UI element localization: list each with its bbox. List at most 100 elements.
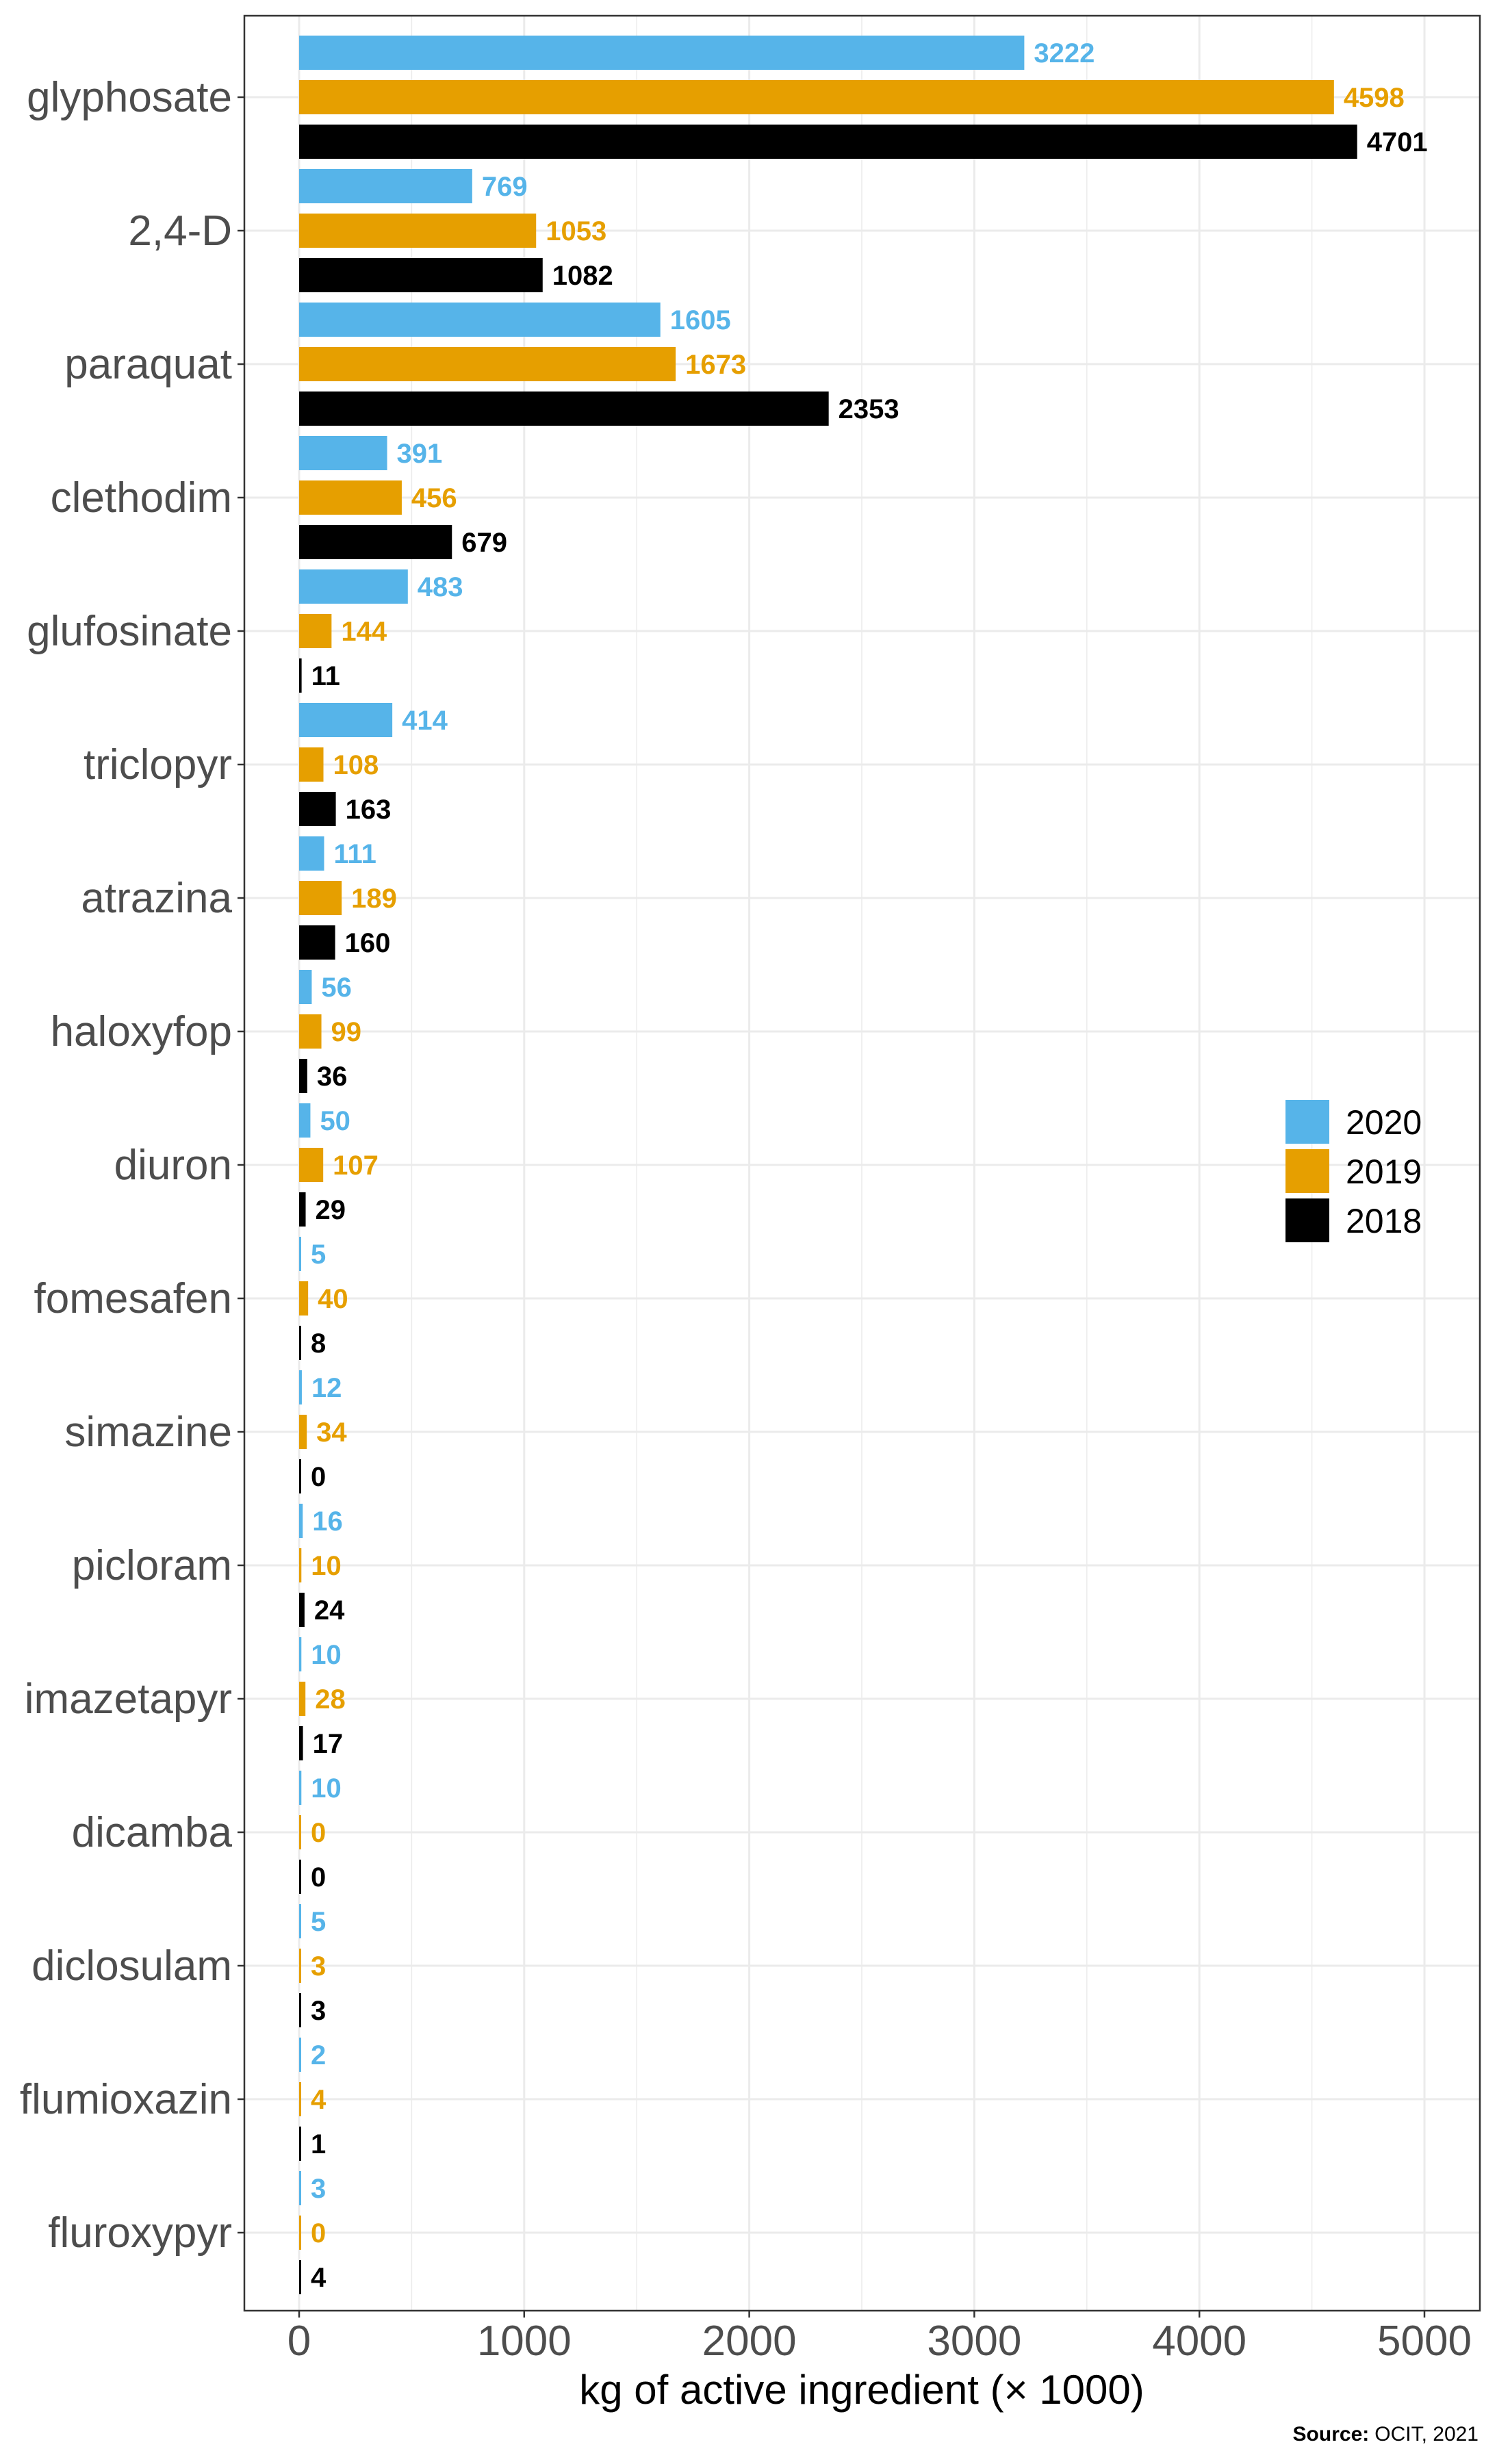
bar-2018: [299, 1993, 301, 2027]
category-label: paraquat: [64, 341, 232, 388]
bar-2019: [299, 2082, 301, 2116]
bar-2020: [299, 1904, 301, 1938]
value-label-2019: 0: [311, 1818, 326, 1848]
bar-2018: [299, 1059, 307, 1093]
value-label-2019: 1053: [546, 216, 606, 246]
category-label: atrazina: [81, 875, 232, 922]
bar-2019: [299, 1548, 302, 1582]
x-tick-label: 0: [287, 2318, 311, 2365]
value-label-2018: 679: [461, 528, 507, 558]
bar-2018: [299, 1860, 301, 1894]
bar-2019: [299, 1815, 301, 1849]
value-label-2018: 29: [316, 1195, 346, 1225]
bar-2020: [299, 836, 324, 871]
bar-2018: [299, 925, 335, 960]
category-label: simazine: [64, 1409, 232, 1456]
value-label-2019: 4: [311, 2085, 327, 2115]
value-label-2020: 111: [333, 839, 376, 869]
bar-2020: [299, 1771, 302, 1805]
category-label: glufosinate: [27, 608, 232, 655]
bar-2020: [299, 1637, 302, 1671]
bar-2018: [299, 2127, 301, 2161]
bar-2019: [299, 214, 537, 248]
legend-key-2018: [1285, 1198, 1329, 1242]
value-label-2020: 5: [311, 1907, 326, 1937]
value-label-2020: 3222: [1034, 38, 1095, 68]
value-label-2018: 4: [311, 2263, 327, 2293]
value-label-2018: 2353: [839, 394, 899, 424]
value-label-2018: 1082: [552, 261, 613, 291]
bar-2019: [299, 1682, 306, 1716]
value-label-2018: 36: [317, 1062, 348, 1092]
value-label-2020: 1605: [670, 305, 731, 335]
legend: 2020 2019 2018: [1285, 1100, 1422, 1242]
category-label: imazetapyr: [25, 1676, 232, 1723]
bar-2019: [299, 1415, 307, 1449]
value-label-2019: 3: [311, 1951, 326, 1981]
panel-border: [243, 14, 1481, 2312]
category-label: flumioxazin: [20, 2076, 232, 2123]
category-label: triclopyr: [84, 741, 232, 788]
value-label-2018: 4701: [1367, 127, 1428, 157]
category-axis: glyphosate 2,4-D paraquat clethodim glufosin…: [20, 74, 244, 2257]
x-tick-label: 2000: [702, 2318, 797, 2365]
value-label-2020: 391: [397, 439, 443, 469]
bar-2020: [299, 1370, 302, 1404]
x-tick-label: 5000: [1377, 2318, 1472, 2365]
value-label-2020: 2: [311, 2040, 326, 2070]
value-labels: 3222459847017691053108216051673235339145…: [311, 38, 1428, 2293]
category-label: fomesafen: [34, 1275, 232, 1322]
x-axis-title: kg of active ingredient (× 1000): [579, 2367, 1144, 2413]
legend-label-2020: 2020: [1346, 1103, 1422, 1142]
bar-2018: [299, 2260, 301, 2294]
value-label-2019: 99: [331, 1017, 362, 1047]
value-label-2019: 1673: [685, 350, 746, 380]
value-label-2020: 5: [311, 1240, 326, 1270]
value-label-2020: 56: [321, 973, 352, 1003]
category-label: fluroxypyr: [48, 2209, 232, 2257]
bar-2020: [299, 169, 472, 203]
value-label-2018: 24: [314, 1595, 345, 1626]
bar-2019: [299, 1014, 322, 1049]
bar-2018: [299, 525, 452, 559]
bar-2018: [299, 1326, 301, 1360]
value-label-2018: 11: [311, 661, 340, 691]
value-label-2020: 414: [402, 706, 448, 736]
bar-2019: [299, 1281, 309, 1316]
value-label-2020: 10: [311, 1640, 342, 1670]
bars: [299, 36, 1357, 2294]
value-label-2018: 160: [345, 928, 391, 958]
bar-2019: [299, 347, 676, 381]
category-label: diclosulam: [31, 1942, 232, 1990]
x-tick-label: 3000: [927, 2318, 1021, 2365]
value-label-2019: 456: [411, 483, 457, 513]
value-label-2018: 0: [311, 1862, 326, 1892]
bar-2018: [299, 1459, 301, 1493]
value-label-2020: 50: [320, 1106, 350, 1136]
bar-2018: [299, 792, 336, 826]
category-label: picloram: [72, 1542, 232, 1589]
category-label: diuron: [114, 1142, 232, 1189]
legend-label-2019: 2019: [1346, 1153, 1422, 1191]
bar-2019: [299, 881, 342, 915]
value-label-2018: 17: [313, 1729, 344, 1759]
value-label-2020: 16: [312, 1506, 343, 1537]
category-label: clethodim: [51, 474, 232, 522]
bar-2020: [299, 970, 312, 1004]
legend-key-2020: [1285, 1100, 1329, 1144]
value-label-2019: 0: [311, 2218, 326, 2248]
legend-key-2019: [1285, 1149, 1329, 1193]
value-label-2020: 3: [311, 2174, 326, 2204]
bar-2020: [299, 303, 661, 337]
bar-2020: [299, 436, 387, 470]
bar-2020: [299, 703, 393, 737]
bar-2018: [299, 1726, 303, 1760]
source-text: OCIT, 2021: [1374, 2423, 1479, 2446]
value-label-2019: 40: [318, 1284, 348, 1314]
value-label-2018: 1: [311, 2129, 326, 2159]
value-label-2019: 10: [311, 1551, 342, 1581]
bar-2018: [299, 1192, 306, 1227]
legend-label-2018: 2018: [1346, 1202, 1422, 1240]
bar-2020: [299, 2038, 301, 2072]
